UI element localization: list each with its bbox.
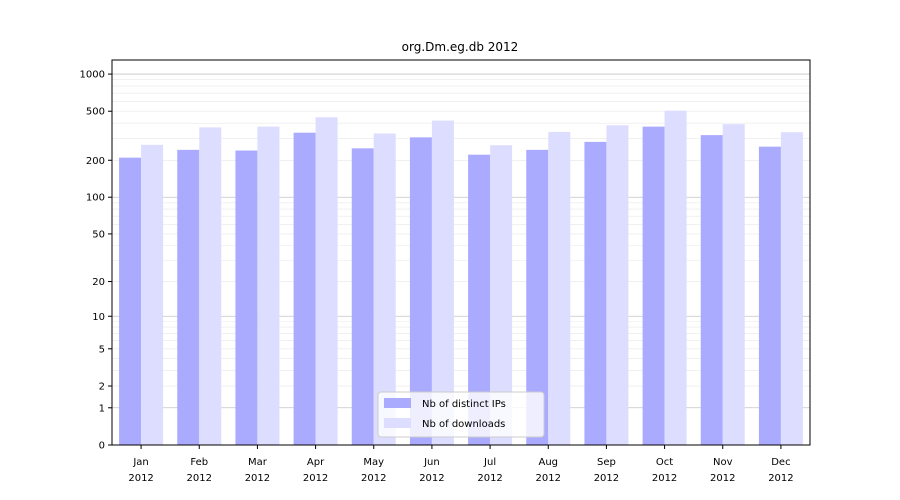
x-tick-label-line: 2012 [768, 473, 793, 484]
legend-swatch [384, 418, 411, 428]
y-tick-label: 1 [99, 403, 105, 414]
x-tick-label: Jan 2012 [128, 457, 153, 484]
bar-distinct-ips [351, 148, 374, 445]
x-tick-label-line: 2012 [536, 473, 561, 484]
x-tick-label: Apr 2012 [303, 457, 328, 484]
y-tick-label: 500 [86, 107, 105, 118]
y-tick-label: 0 [99, 441, 105, 452]
x-tick-label-line: 2012 [652, 473, 677, 484]
y-tick-label: 20 [92, 277, 105, 288]
x-tick-label-line: Dec [771, 457, 790, 468]
bar-downloads [257, 126, 280, 445]
x-tick-label-line: Jan [132, 457, 148, 468]
x-tick-label-line: Jun [423, 457, 440, 468]
bar-distinct-ips [293, 132, 316, 446]
bar-distinct-ips [119, 157, 142, 445]
bar-downloads [199, 127, 222, 446]
bar-downloads [664, 110, 687, 445]
y-tick-label: 10 [92, 312, 105, 323]
bar-distinct-ips [526, 149, 549, 445]
x-tick-label: Feb 2012 [187, 457, 212, 484]
legend-swatch [384, 398, 411, 408]
x-tick-label: Nov 2012 [710, 457, 735, 484]
y-tick-label: 50 [92, 229, 105, 240]
bars-layer [119, 110, 803, 446]
bar-distinct-ips [177, 149, 200, 445]
y-tick-label: 100 [86, 193, 105, 204]
chart-title: org.Dm.eg.db 2012 [402, 40, 519, 54]
x-tick-label: Dec 2012 [768, 457, 793, 484]
bar-downloads [431, 120, 454, 445]
bar-distinct-ips [758, 146, 781, 445]
bar-distinct-ips [700, 135, 723, 445]
x-tick-label-line: Apr [307, 457, 325, 468]
x-tick-label-line: Jul [483, 457, 496, 468]
x-tick-label-line: 2012 [419, 473, 444, 484]
x-tick-label-line: 2012 [710, 473, 735, 484]
bar-downloads [548, 131, 571, 445]
x-tick-label-line: Oct [656, 457, 673, 468]
legend-box [377, 391, 545, 438]
bar-downloads [141, 144, 164, 446]
x-tick-label: Jul 2012 [477, 457, 502, 484]
bar-downloads [606, 125, 629, 446]
x-tick-label-line: Nov [713, 457, 733, 468]
bar-downloads [722, 124, 745, 446]
bar-downloads [490, 145, 513, 445]
x-tick-label-line: 2012 [128, 473, 153, 484]
bar-distinct-ips [409, 137, 432, 446]
x-tick-label: Jun 2012 [419, 457, 444, 484]
x-tick-label: Aug 2012 [536, 457, 561, 484]
x-tick-label: Oct 2012 [652, 457, 677, 484]
x-tick-label-line: 2012 [594, 473, 619, 484]
bar-downloads [780, 132, 803, 445]
legend-label: Nb of distinct IPs [422, 399, 506, 410]
x-tick-label-line: 2012 [477, 473, 502, 484]
x-tick-label: Mar 2012 [245, 457, 270, 484]
x-tick-label-line: Feb [190, 457, 208, 468]
x-tick-label-line: 2012 [187, 473, 212, 484]
x-tick-label: May 2012 [361, 457, 386, 484]
x-tick-label-line: Aug [538, 457, 558, 468]
x-tick-label: Sep 2012 [594, 457, 619, 484]
x-tick-label-line: 2012 [361, 473, 386, 484]
bar-downloads [315, 117, 338, 445]
plot-frame [111, 59, 811, 446]
bar-distinct-ips [584, 141, 607, 445]
x-tick-label-line: Sep [597, 457, 616, 468]
bar-distinct-ips [468, 154, 491, 445]
legend-label: Nb of downloads [422, 419, 505, 430]
x-tick-label-line: Mar [248, 457, 268, 468]
x-tick-label-line: May [363, 457, 384, 468]
x-tick-label-line: 2012 [303, 473, 328, 484]
x-tick-label-line: 2012 [245, 473, 270, 484]
bar-distinct-ips [235, 150, 258, 445]
legend: Nb of distinct IPs Nb of downloads [377, 391, 545, 438]
bar-downloads [373, 133, 396, 445]
bar-distinct-ips [642, 126, 665, 445]
y-tick-label: 1000 [80, 70, 105, 81]
y-tick-label: 2 [99, 382, 105, 393]
y-tick-label: 5 [99, 344, 105, 355]
y-tick-label: 200 [86, 156, 105, 167]
